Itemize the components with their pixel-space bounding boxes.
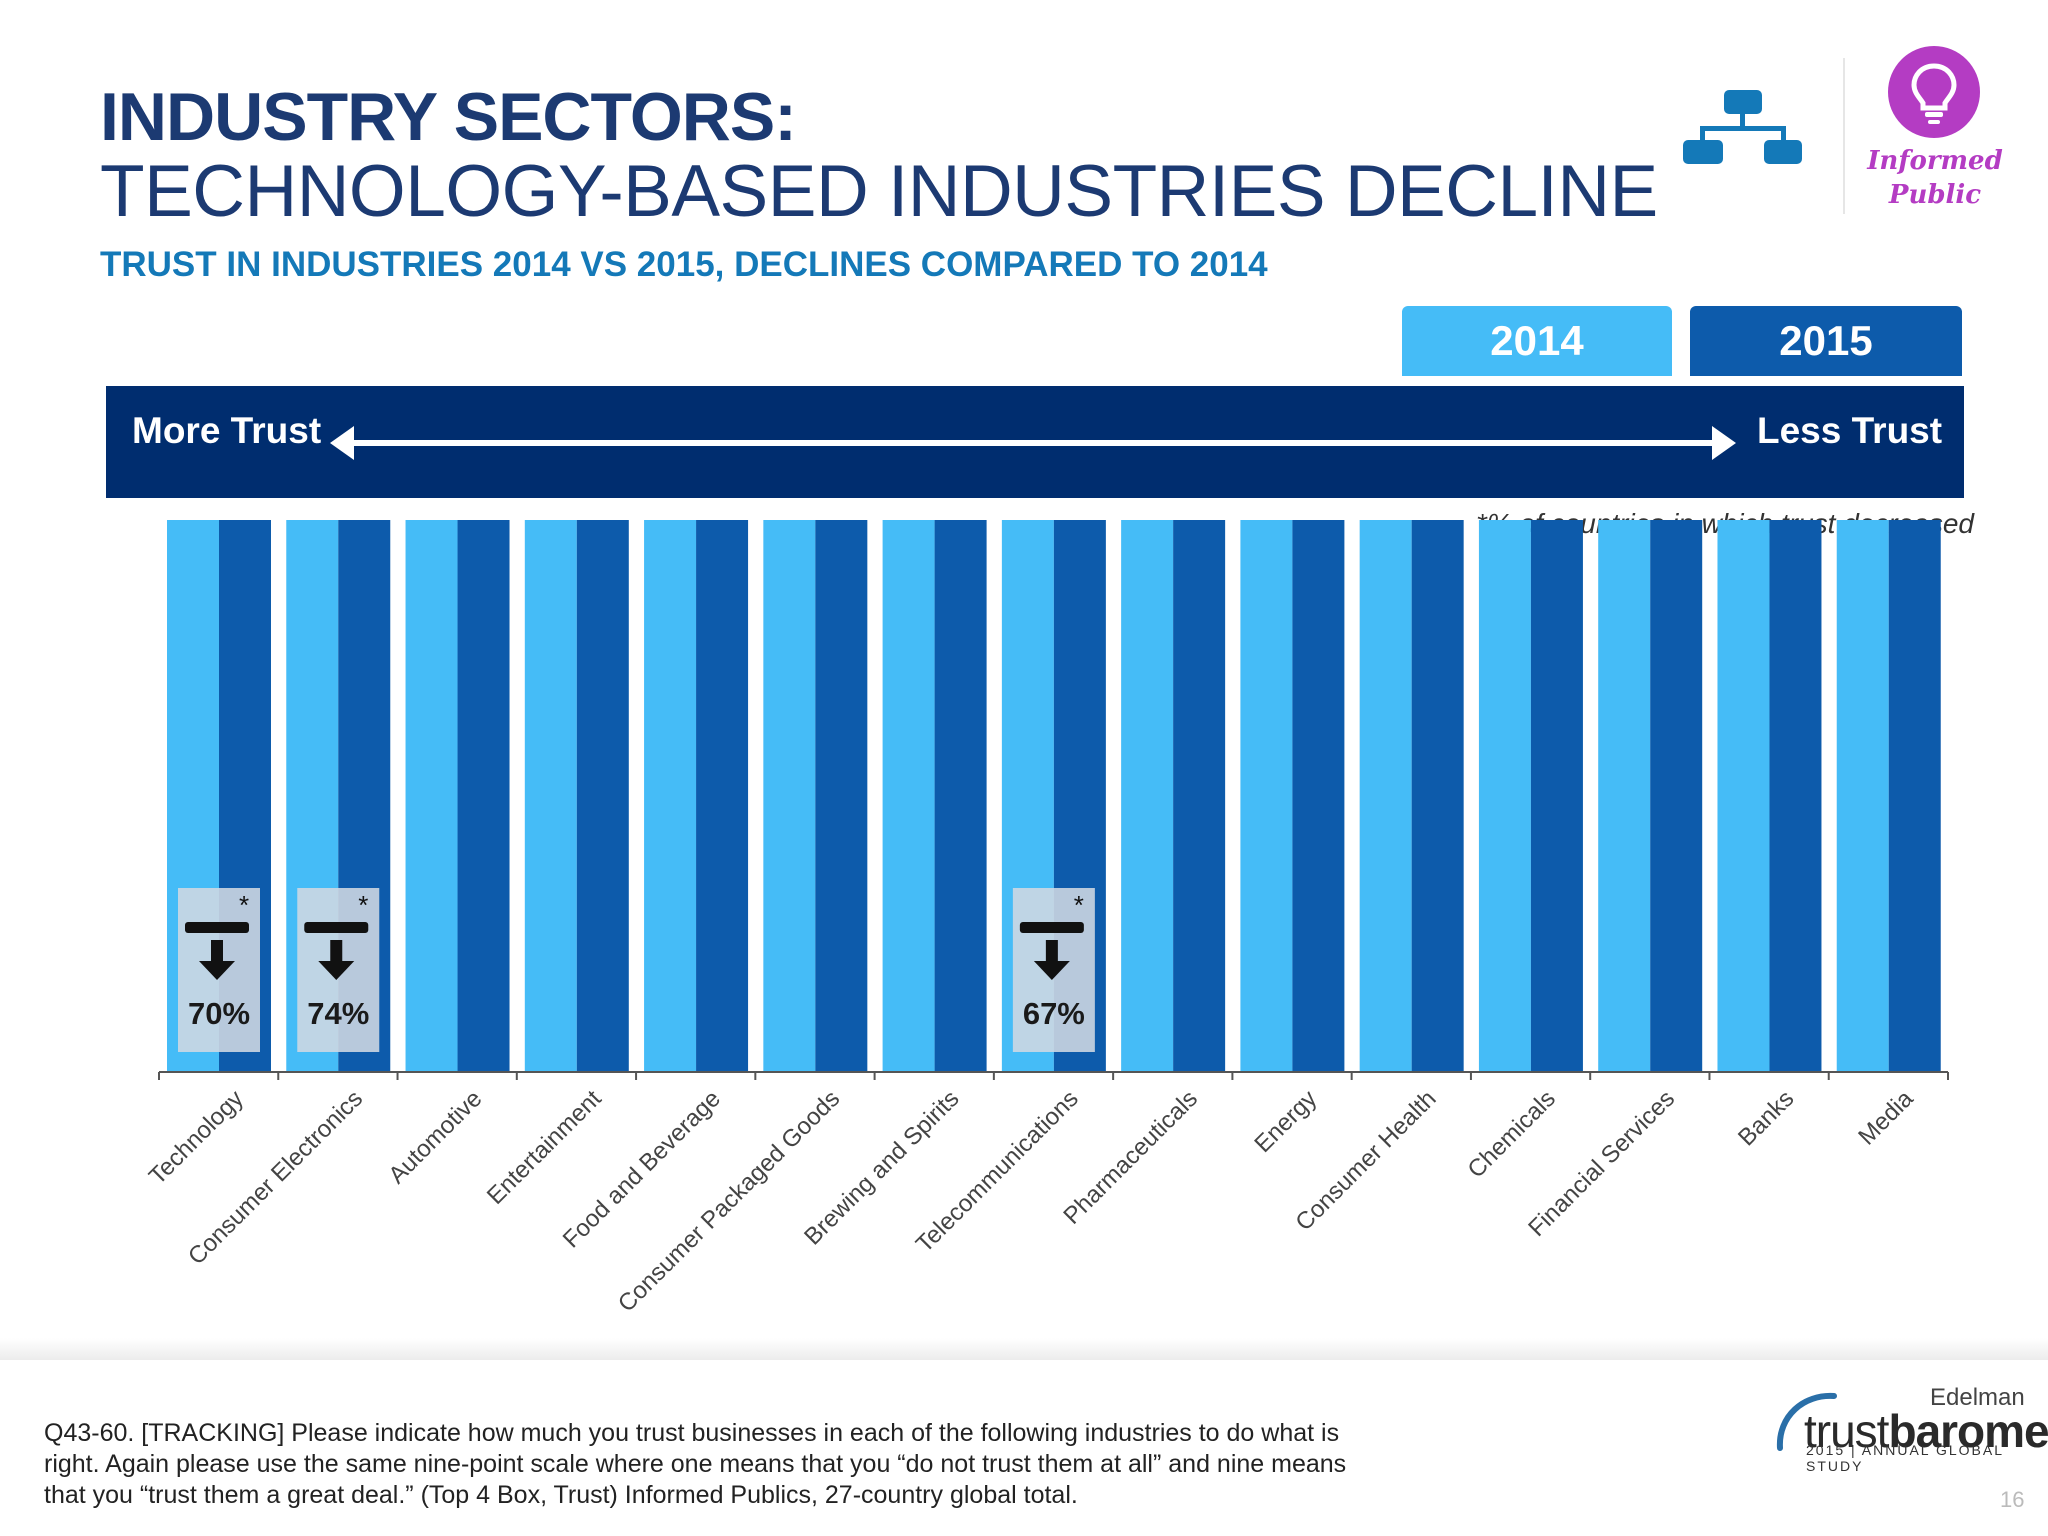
callout-arrow-shaft-0 (211, 940, 223, 962)
down-arrow-icon-2 (1033, 961, 1070, 980)
bar-2015-4 (696, 520, 749, 1073)
bar-2014-8 (1121, 520, 1174, 1073)
informed-public-badge: Informed Public (1860, 144, 2010, 212)
callout-asterisk-1: * (358, 890, 368, 920)
callout-asterisk-0: * (239, 890, 249, 920)
bar-2014-11 (1478, 520, 1531, 1073)
bar-2015-12 (1650, 520, 1703, 1072)
category-label-0: Technology (144, 1085, 249, 1190)
category-label-11: Chemicals (1462, 1085, 1560, 1183)
callout-bar-icon-0 (185, 922, 249, 933)
callout-arrow-shaft-1 (330, 940, 343, 962)
org-chart-icon (1683, 90, 1802, 164)
bar-2014-4 (644, 520, 697, 1073)
bar-2015-8 (1173, 520, 1226, 1073)
bar-2015-9 (1292, 520, 1345, 1072)
logo-brand: Edelman (1930, 1384, 2025, 1411)
page-title-line1: INDUSTRY SECTORS: (100, 79, 797, 155)
bar-2014-3 (524, 520, 577, 1072)
logo-light: trust (1804, 1405, 1889, 1457)
category-label-14: Media (1853, 1085, 1919, 1151)
callout-arrow-shaft-2 (1045, 940, 1058, 962)
section-divider (0, 1338, 2048, 1360)
category-label-3: Entertainment (482, 1085, 607, 1210)
page-number: 16 (2000, 1487, 2025, 1512)
bar-2014-13 (1717, 520, 1770, 1072)
bar-2014-5 (763, 520, 816, 1072)
bar-2015-3 (576, 520, 629, 1073)
legend-2014: 2014 (1402, 306, 1672, 376)
legend-2015: 2015 (1690, 306, 1962, 376)
bar-2014-6 (882, 520, 935, 1072)
less-trust-label: Less Trust (1757, 410, 1943, 451)
bar-2015-14 (1888, 520, 1941, 1072)
double-arrow-icon (330, 426, 1736, 460)
bar-2015-11 (1530, 520, 1583, 1073)
bar-2014-14 (1836, 520, 1889, 1073)
category-label-2: Automotive (383, 1085, 487, 1189)
category-label-5: Consumer Packaged Goods (613, 1085, 845, 1317)
callout-value-0: 70% (188, 996, 250, 1031)
down-arrow-icon-1 (318, 961, 355, 980)
bar-2015-10 (1411, 520, 1464, 1072)
category-label-9: Energy (1249, 1085, 1322, 1158)
page-title-line2: TECHNOLOGY-BASED INDUSTRIES DECLINE (100, 151, 1658, 232)
bar-chart: 50%80%78%Technology77%75%Consumer Electr… (144, 520, 1949, 1317)
source-note: Q43-60. [TRACKING] Please indicate how m… (44, 1419, 1347, 1509)
logo-wordmark: trustbarometer (1804, 1404, 2048, 1458)
bar-2015-2 (457, 520, 510, 1072)
callout-value-1: 74% (307, 996, 369, 1031)
lightbulb-icon (1888, 46, 1980, 138)
logo-subtitle: 2015 | ANNUAL GLOBAL STUDY (1806, 1442, 2004, 1474)
badge-line1: Informed (1867, 146, 2003, 176)
bar-2015-13 (1769, 520, 1822, 1072)
bar-2014-12 (1598, 520, 1651, 1072)
down-arrow-icon-0 (199, 961, 235, 980)
callout-bar-icon-2 (1019, 922, 1084, 933)
logo-bold: barometer (1888, 1405, 2048, 1457)
bar-2015-6 (934, 520, 987, 1072)
bar-2014-9 (1240, 520, 1293, 1073)
callout-asterisk-2: * (1074, 890, 1084, 920)
category-label-13: Banks (1733, 1085, 1799, 1151)
more-trust-label: More Trust (132, 410, 322, 451)
header-divider (1843, 58, 1845, 214)
badge-line2: Public (1888, 180, 1982, 210)
bar-2014-10 (1359, 520, 1412, 1073)
callout-value-2: 67% (1023, 996, 1085, 1031)
callout-bar-icon-1 (304, 922, 369, 933)
bar-2014-2 (405, 520, 458, 1073)
logo-arc-icon (1776, 1392, 1837, 1451)
page-subtitle: TRUST IN INDUSTRIES 2014 VS 2015, DECLIN… (100, 245, 1268, 284)
bar-2015-5 (815, 520, 868, 1072)
